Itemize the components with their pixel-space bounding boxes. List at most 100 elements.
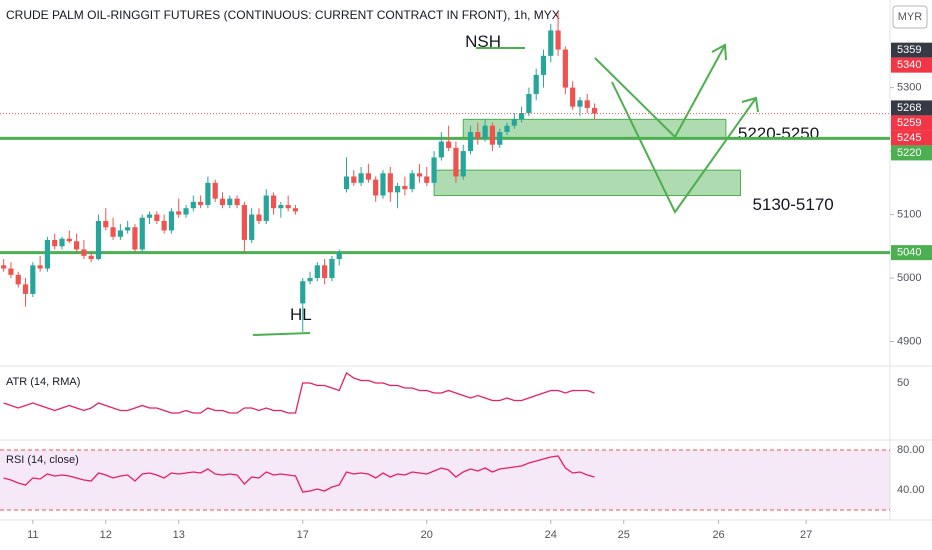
candle-body — [570, 87, 576, 107]
candle-body — [584, 100, 590, 108]
candle-body — [15, 274, 21, 285]
x-tick-label: 11 — [27, 529, 38, 541]
candle-body — [234, 198, 240, 206]
x-tick-label: 24 — [545, 529, 557, 541]
candle-body — [518, 112, 525, 120]
candle-body — [241, 205, 247, 240]
candle-body — [44, 239, 51, 269]
atr-title: ATR (14, RMA) — [6, 376, 80, 388]
candle-body — [30, 265, 36, 294]
candle-body — [497, 132, 503, 145]
price-badge — [891, 100, 932, 116]
candle-body — [110, 227, 116, 237]
candle-body — [409, 173, 415, 190]
candle-body — [336, 252, 342, 259]
candle-body — [431, 157, 437, 183]
candle-body — [292, 208, 299, 212]
candle-body — [402, 185, 408, 190]
candle-body — [555, 30, 561, 50]
atr-tick-label: 50 — [897, 377, 909, 389]
candle-body — [73, 241, 80, 250]
price-badge-label: 5245 — [897, 132, 921, 144]
price-badge — [891, 245, 932, 261]
price-badge-label: 5359 — [897, 44, 921, 56]
candle-body — [256, 214, 262, 221]
chart-title: CRUDE PALM OIL-RINGGIT FUTURES (CONTINUO… — [6, 8, 560, 22]
candle-body — [394, 185, 401, 193]
arrow-head — [741, 96, 759, 113]
y-tick-label: 4900 — [897, 335, 921, 347]
candle-body — [154, 214, 160, 221]
candle-body — [533, 74, 539, 94]
projection-drawing — [252, 43, 759, 336]
price-badge — [891, 130, 932, 146]
candle-body — [489, 125, 496, 145]
candle-body — [270, 195, 277, 209]
projection-path — [611, 81, 757, 214]
x-tick-label: 20 — [421, 529, 433, 541]
candle-body — [59, 238, 65, 247]
candle-body — [358, 173, 364, 183]
candle-body — [373, 179, 379, 196]
candle-body — [329, 258, 335, 279]
x-tick-label: 27 — [800, 529, 812, 541]
candle-body — [52, 239, 58, 247]
y-tick-label: 5100 — [897, 208, 921, 220]
candle-body — [249, 214, 255, 240]
price-badge-label: 5340 — [897, 59, 921, 71]
price-badge — [891, 115, 932, 131]
candle-body — [540, 55, 547, 75]
candle-body — [314, 265, 320, 279]
price-badge-label: 5220 — [897, 147, 921, 159]
zone-label: 5220-5250 — [738, 124, 819, 143]
candle-body — [205, 182, 211, 206]
candle-body — [307, 278, 313, 282]
candle-body — [227, 198, 233, 206]
candle-body — [416, 173, 423, 177]
candle-body — [132, 227, 138, 250]
x-tick-label: 26 — [712, 529, 724, 541]
candle-body — [139, 217, 145, 250]
candle-body — [548, 30, 554, 56]
candle-body — [88, 255, 94, 259]
candle-body — [424, 176, 430, 183]
atr-line — [3, 372, 595, 414]
price-badge — [891, 57, 932, 73]
candle-body — [300, 281, 306, 304]
candle-body — [168, 211, 175, 231]
candle-body — [8, 268, 14, 275]
price-badge — [891, 145, 932, 161]
candle-body — [81, 249, 87, 256]
candle-body — [183, 208, 189, 215]
candle-body — [103, 220, 109, 228]
price-badge-label: 5040 — [897, 247, 921, 259]
x-tick-label: 12 — [100, 529, 112, 541]
price-badge-label: 5268 — [897, 102, 921, 114]
arrow-head — [711, 43, 727, 61]
candle-body — [278, 205, 284, 209]
x-tick-label: 25 — [618, 529, 630, 541]
candle-body — [577, 100, 583, 107]
zone — [433, 169, 741, 197]
annotation: NSH — [465, 32, 501, 51]
candle-body — [460, 151, 466, 177]
rsi-tick-label: 40.00 — [897, 484, 925, 496]
candle-body — [365, 173, 372, 180]
currency: MYR — [898, 11, 923, 23]
rsi-title: RSI (14, close) — [6, 454, 79, 466]
y-tick-label: 5300 — [897, 82, 921, 94]
candle-body — [212, 182, 218, 199]
price-badge-label: 5259 — [897, 117, 921, 129]
x-tick-label: 13 — [173, 529, 185, 541]
candle-body — [475, 132, 481, 139]
zone-label: 5130-5170 — [752, 195, 833, 214]
candle-body — [380, 173, 386, 196]
candle-body — [511, 119, 517, 126]
candle-body — [190, 201, 196, 209]
candle-body — [322, 265, 328, 279]
candle-body — [198, 201, 204, 206]
currency-box[interactable] — [892, 5, 928, 29]
